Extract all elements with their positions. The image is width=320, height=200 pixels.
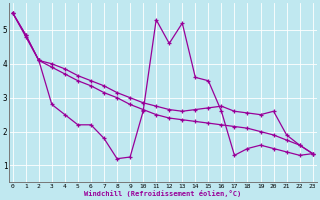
- X-axis label: Windchill (Refroidissement éolien,°C): Windchill (Refroidissement éolien,°C): [84, 190, 241, 197]
